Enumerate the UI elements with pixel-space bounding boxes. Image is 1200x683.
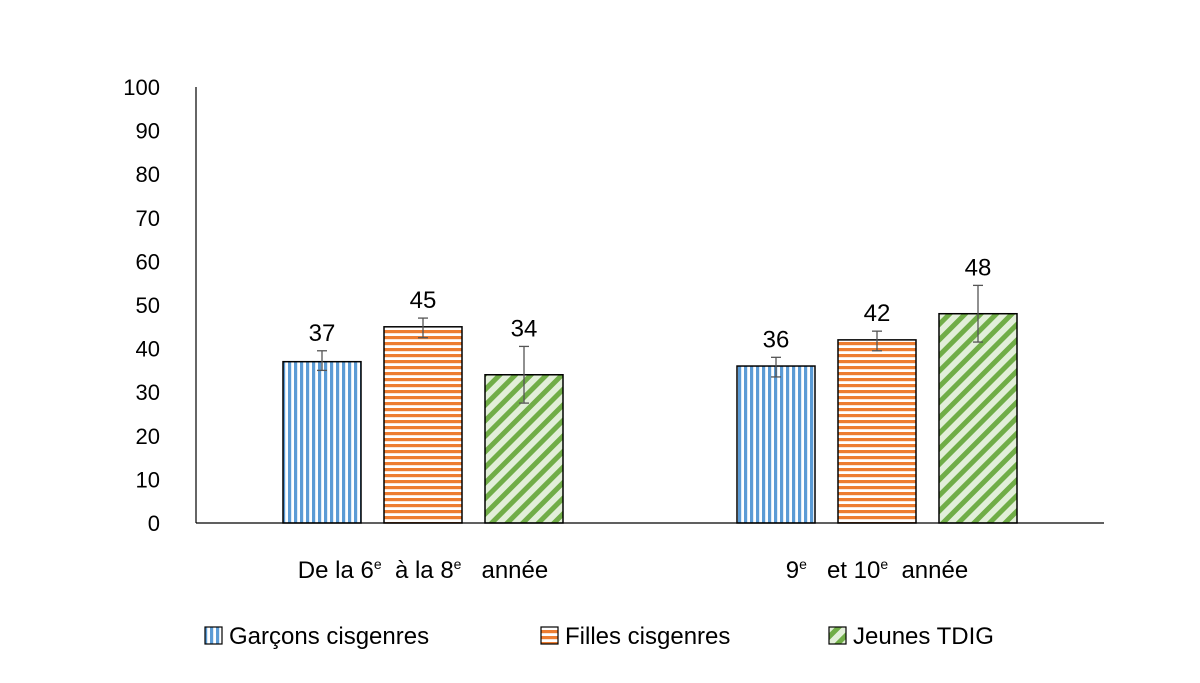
y-tick-label: 50 xyxy=(136,293,160,318)
bar xyxy=(282,360,362,524)
error-bar xyxy=(771,356,781,378)
category-labels: De la 6e à la 8e année 9e et 10e année xyxy=(298,556,968,584)
legend-label: Garçons cisgenres xyxy=(229,623,429,650)
legend-item: Filles cisgenres xyxy=(540,623,730,650)
bar xyxy=(383,326,463,524)
bar xyxy=(837,339,917,524)
data-label: 45 xyxy=(410,287,437,314)
error-bar xyxy=(418,317,428,339)
error-bars xyxy=(317,284,983,404)
y-tick-label: 90 xyxy=(136,119,160,144)
error-bar xyxy=(519,345,529,404)
y-tick-label: 60 xyxy=(136,249,160,274)
y-tick-label: 80 xyxy=(136,162,160,187)
data-label: 34 xyxy=(511,315,538,342)
y-tick-label: 20 xyxy=(136,424,160,449)
error-bar xyxy=(317,350,327,372)
legend-swatch xyxy=(540,626,559,645)
error-bar xyxy=(872,330,882,352)
error-bar xyxy=(973,284,983,343)
x-category-label: 9e et 10e année xyxy=(786,556,968,584)
y-tick-label: 30 xyxy=(136,380,160,405)
data-label: 42 xyxy=(864,300,891,327)
bar xyxy=(736,365,816,524)
legend-item: Jeunes TDIG xyxy=(828,623,994,650)
y-tick-label: 10 xyxy=(136,467,160,492)
data-label: 48 xyxy=(965,254,992,281)
data-label: 36 xyxy=(763,326,790,353)
legend-item: Garçons cisgenres xyxy=(204,623,429,650)
y-tick-label: 40 xyxy=(136,337,160,362)
bars xyxy=(282,312,1018,524)
y-tick-label: 70 xyxy=(136,206,160,231)
legend-label: Filles cisgenres xyxy=(565,623,730,650)
y-axis: 0 10 20 30 40 50 60 70 80 90 100 xyxy=(123,75,197,536)
legend-label: Jeunes TDIG xyxy=(853,623,994,650)
legend-swatch xyxy=(204,626,223,645)
legend: Garçons cisgenres Filles cisgenres Jeunes … xyxy=(204,623,994,650)
y-tick-label: 0 xyxy=(148,511,160,536)
legend-swatch xyxy=(828,626,847,645)
bar xyxy=(938,312,1018,524)
data-label: 37 xyxy=(309,320,336,347)
y-tick-label: 100 xyxy=(123,75,160,100)
x-category-label: De la 6e à la 8e année xyxy=(298,556,548,584)
data-labels: 37 36 45 42 34 48 xyxy=(309,254,992,353)
